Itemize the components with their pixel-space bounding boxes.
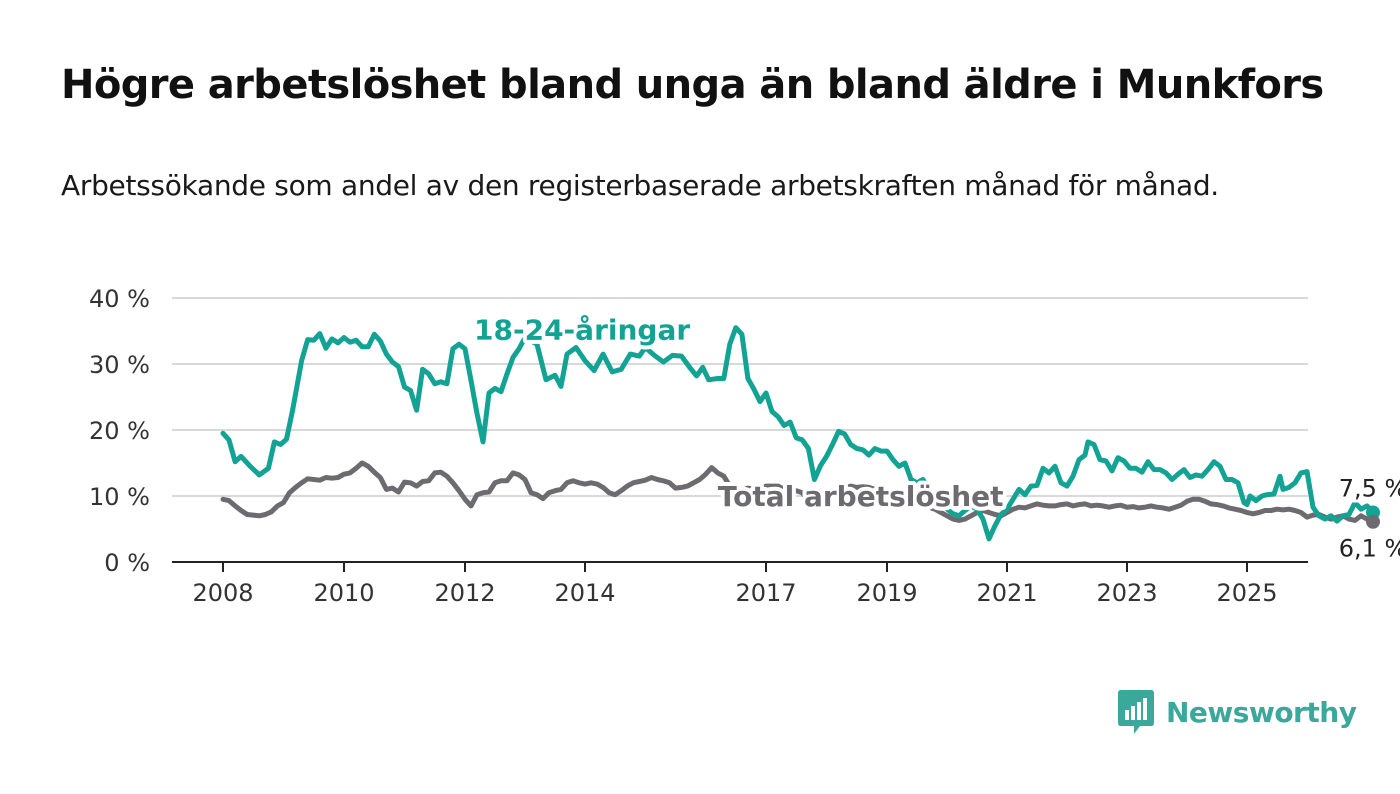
series-line (220, 460, 1376, 525)
end-markers: 7,5 % 6,1 % (1336, 472, 1400, 566)
brand-name: Newsworthy (1166, 695, 1357, 729)
x-tick-label: 2025 (1216, 579, 1277, 607)
y-tick-label: 30 % (89, 351, 150, 379)
end-point-marker (1366, 514, 1380, 529)
chart-title: Högre arbetslöshet bland unga än bland ä… (61, 62, 1324, 108)
line-chart: 0 % 10 % 20 % 30 % 40 % 2008 2010 2012 2014 2017… (89, 285, 1400, 607)
x-tick-label: 2012 (434, 579, 495, 607)
y-tick-label: 20 % (89, 417, 150, 445)
newsworthy-logo-icon (1118, 690, 1154, 734)
chart-subtitle: Arbetssökande som andel av den registerb… (61, 169, 1219, 202)
series-line (220, 325, 1376, 542)
x-tick-label: 2017 (735, 579, 796, 607)
newsworthy-brand: Newsworthy (1118, 690, 1357, 734)
y-axis-tick-labels: 0 % 10 % 20 % 30 % 40 % (89, 285, 150, 577)
series-name-label: Total arbetslöshet (718, 480, 1004, 513)
x-tick-label: 2023 (1096, 579, 1157, 607)
series-lines (220, 325, 1376, 542)
x-tick-label: 2019 (856, 579, 917, 607)
end-value-label: 7,5 % (1339, 475, 1400, 503)
series-labels: 18-24-åringar Total arbetslöshet (470, 310, 1008, 517)
x-tick-label: 2008 (192, 579, 253, 607)
x-axis-ticks: 2008 2010 2012 2014 2017 2019 2021 2023 2025 (192, 562, 1278, 607)
end-value-label: 6,1 % (1339, 535, 1400, 563)
y-tick-label: 10 % (89, 483, 150, 511)
x-tick-label: 2014 (554, 579, 615, 607)
series-name-label: 18-24-åringar (474, 314, 690, 347)
x-tick-label: 2010 (313, 579, 374, 607)
y-tick-label: 0 % (104, 549, 150, 577)
grid-lines (172, 297, 1308, 497)
y-tick-label: 40 % (89, 285, 150, 313)
x-tick-label: 2021 (976, 579, 1037, 607)
